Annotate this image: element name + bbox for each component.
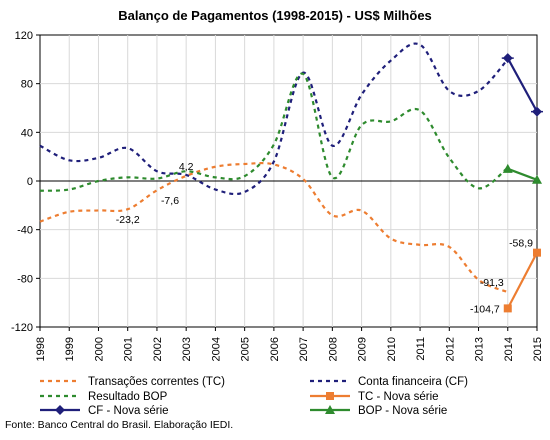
series-1-line bbox=[39, 42, 509, 196]
legend-marker bbox=[326, 392, 334, 400]
x-tick-label: 2015 bbox=[532, 337, 544, 361]
source-note: Fonte: Banco Central do Brasil. Elaboraç… bbox=[5, 419, 234, 431]
x-tick-label: 2002 bbox=[152, 337, 164, 361]
y-tick-label: 40 bbox=[21, 127, 33, 139]
chart-title: Balanço de Pagamentos (1998-2015) - US$ … bbox=[118, 8, 432, 23]
x-tick-label: 2007 bbox=[298, 337, 310, 361]
legend-label: Resultado BOP bbox=[88, 391, 168, 403]
series-2-line bbox=[39, 72, 509, 192]
series-5-line bbox=[507, 167, 538, 181]
legend-marker bbox=[325, 405, 335, 414]
x-tick-label: 1999 bbox=[64, 337, 76, 361]
data-label: -91,3 bbox=[480, 277, 504, 289]
data-label: -7,6 bbox=[161, 195, 179, 207]
legend-label: Transações correntes (TC) bbox=[88, 376, 225, 388]
series-5-point bbox=[502, 163, 513, 173]
series-3-line bbox=[506, 252, 538, 309]
x-tick-label: 2004 bbox=[210, 337, 222, 361]
x-tick-label: 2001 bbox=[123, 337, 135, 361]
y-tick-label: 0 bbox=[27, 176, 33, 188]
x-tick-label: 2013 bbox=[474, 337, 486, 361]
x-tick-label: 2003 bbox=[181, 337, 193, 361]
series-3-point bbox=[533, 248, 541, 257]
y-tick-label: 120 bbox=[15, 30, 33, 42]
data-label: -23,2 bbox=[116, 214, 140, 226]
x-tick-label: 2008 bbox=[327, 337, 339, 361]
x-tick-label: 2009 bbox=[357, 337, 369, 361]
series-5-point bbox=[532, 174, 542, 184]
series-4-line bbox=[506, 57, 538, 113]
x-tick-label: 2006 bbox=[269, 337, 281, 361]
x-tick-label: 1998 bbox=[35, 337, 47, 361]
legend-label: BOP - Nova série bbox=[358, 405, 447, 417]
x-tick-label: 2010 bbox=[386, 337, 398, 361]
legend-label: TC - Nova série bbox=[358, 391, 439, 403]
x-tick-label: 2000 bbox=[93, 337, 105, 361]
legend-label: CF - Nova série bbox=[88, 405, 169, 417]
series-3-point bbox=[503, 304, 512, 313]
legend-label: Conta financeira (CF) bbox=[358, 376, 468, 388]
data-label: -58,9 bbox=[509, 238, 533, 250]
x-tick-label: 2012 bbox=[444, 337, 456, 361]
y-tick-label: -80 bbox=[17, 273, 33, 285]
x-tick-label: 2014 bbox=[503, 337, 515, 361]
series-0-line bbox=[39, 161, 509, 294]
y-tick-label: -120 bbox=[11, 322, 33, 334]
x-tick-label: 2005 bbox=[240, 337, 252, 361]
x-tick-label: 2011 bbox=[415, 337, 427, 361]
y-tick-label: 80 bbox=[21, 79, 33, 91]
y-tick-label: -40 bbox=[17, 225, 33, 237]
data-label: 4,2 bbox=[179, 161, 194, 173]
data-label: -104,7 bbox=[470, 303, 500, 315]
